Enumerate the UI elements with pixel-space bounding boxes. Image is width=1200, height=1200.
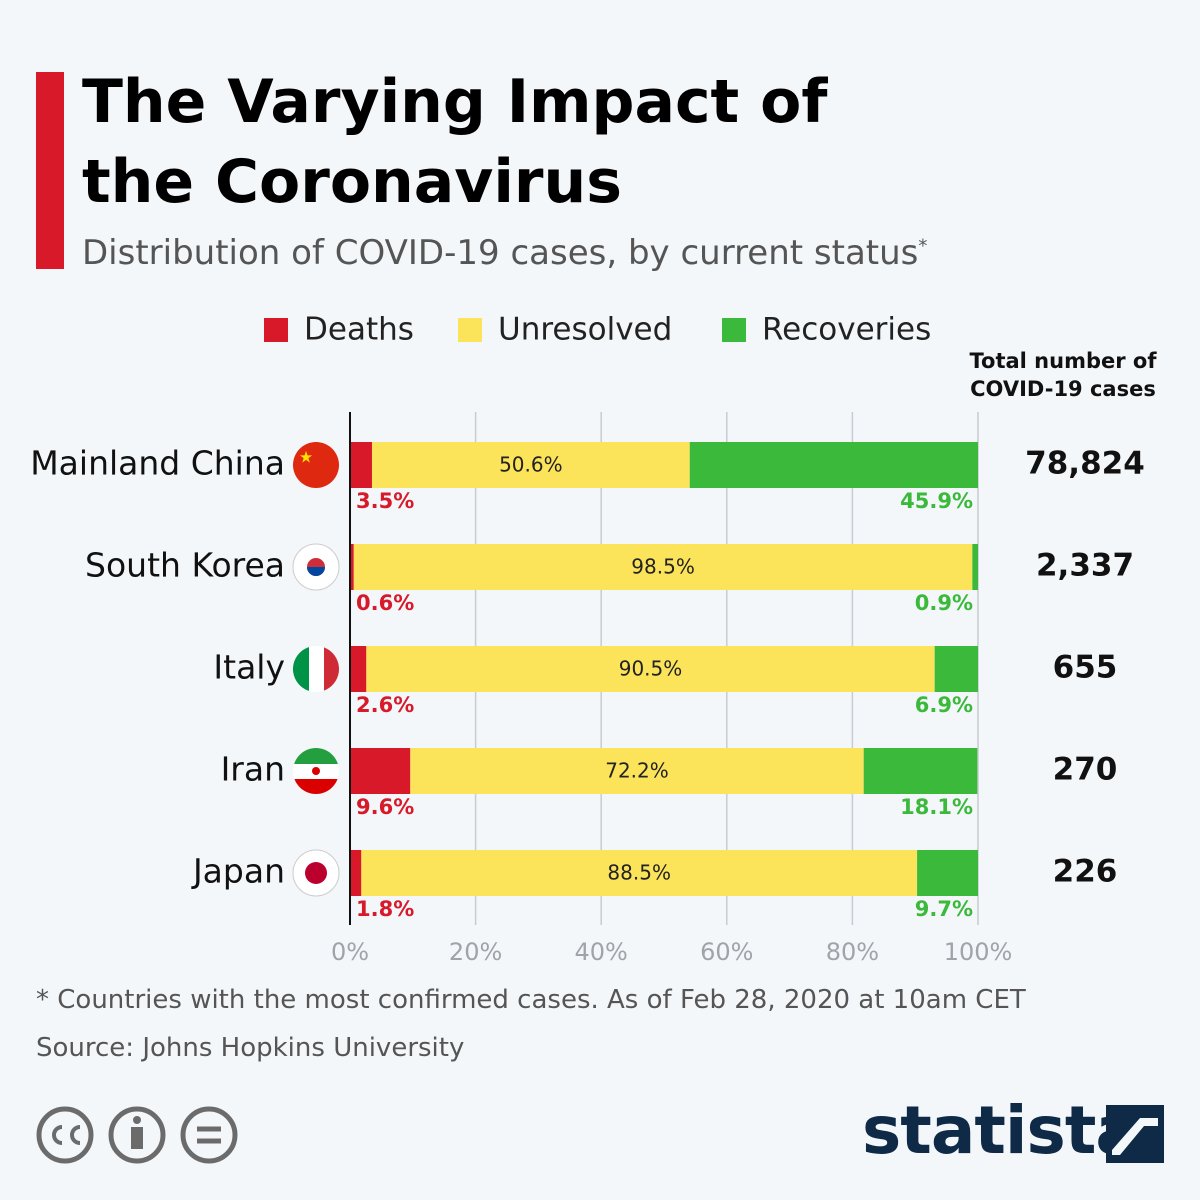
- legend-swatch: [264, 318, 288, 342]
- category-label: Japan: [191, 852, 285, 891]
- bar-segment: [350, 442, 372, 488]
- accent-bar: [36, 72, 64, 269]
- bar-segment: [366, 646, 935, 692]
- subtitle: Distribution of COVID-19 cases, by curre…: [82, 233, 919, 273]
- legend-label: Unresolved: [498, 312, 672, 348]
- bar-segment: [361, 850, 918, 896]
- data-label: 72.2%: [605, 759, 669, 783]
- data-label: 0.6%: [356, 591, 414, 615]
- total-label: 2,337: [1036, 548, 1134, 584]
- bar-segment: [350, 544, 354, 590]
- category-label: Iran: [221, 750, 285, 789]
- data-label: 98.5%: [631, 555, 695, 579]
- data-label: 1.8%: [356, 897, 414, 921]
- data-label: 88.5%: [607, 861, 671, 885]
- source: Source: Johns Hopkins University: [36, 1033, 465, 1063]
- bar-segment: [371, 442, 690, 488]
- data-label: 9.7%: [915, 897, 973, 921]
- footnote: * Countries with the most confirmed case…: [36, 985, 1026, 1015]
- x-tick-label: 80%: [826, 938, 879, 966]
- total-label: 270: [1053, 752, 1118, 788]
- legend-swatch: [722, 318, 746, 342]
- data-label: 45.9%: [900, 489, 973, 513]
- bar-segment: [350, 748, 411, 794]
- x-tick-label: 60%: [700, 938, 753, 966]
- x-tick-label: 20%: [449, 938, 502, 966]
- category-label: South Korea: [85, 546, 285, 585]
- legend-label: Recoveries: [762, 312, 931, 348]
- total-label: 226: [1053, 854, 1118, 890]
- svg-text:★: ★: [299, 448, 313, 467]
- subtitle-block: Distribution of COVID-19 cases, by curre…: [82, 233, 927, 273]
- data-label: 18.1%: [900, 795, 973, 819]
- brand-logo: [1106, 1105, 1164, 1163]
- data-label: 3.5%: [356, 489, 414, 513]
- license-icons: [36, 1106, 238, 1164]
- bar-segment: [972, 544, 978, 590]
- bar-segment: [863, 748, 978, 794]
- bar-segment: [353, 544, 973, 590]
- data-label: 9.6%: [356, 795, 414, 819]
- subtitle-mark: *: [918, 235, 928, 257]
- bar-segment: [917, 850, 978, 896]
- total-label: 655: [1053, 650, 1118, 686]
- x-tick-label: 40%: [575, 938, 628, 966]
- bar-segment: [350, 850, 362, 896]
- bar-segment: [350, 646, 367, 692]
- data-label: 0.9%: [915, 591, 973, 615]
- title: The Varying Impact of the Coronavirus: [82, 67, 828, 217]
- category-label: Italy: [213, 648, 285, 687]
- brand: statista: [862, 1092, 1140, 1169]
- legend-label: Deaths: [304, 312, 414, 348]
- total-label: 78,824: [1025, 446, 1145, 482]
- bar-segment: [689, 442, 978, 488]
- legend-swatch: [458, 318, 482, 342]
- category-label: Mainland China: [30, 444, 285, 483]
- x-tick-label: 0%: [331, 938, 369, 966]
- data-label: 6.9%: [915, 693, 973, 717]
- data-label: 50.6%: [499, 453, 563, 477]
- totals-title: Total number of COVID-19 cases: [969, 349, 1157, 401]
- bar-segment: [410, 748, 864, 794]
- x-tick-label: 100%: [944, 938, 1013, 966]
- bar-segment: [934, 646, 978, 692]
- data-label: 2.6%: [356, 693, 414, 717]
- flags: ★: [292, 442, 340, 897]
- data-label: 90.5%: [619, 657, 683, 681]
